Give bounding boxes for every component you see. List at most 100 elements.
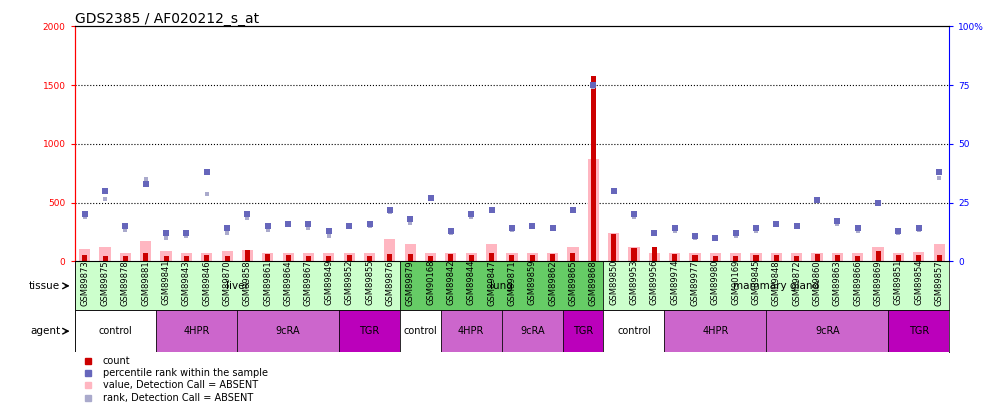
Bar: [916, 255, 921, 261]
Bar: [408, 254, 413, 261]
Bar: [896, 255, 901, 261]
Bar: [388, 254, 393, 261]
Bar: [527, 253, 538, 261]
Point: [300, 221, 316, 227]
Point: [463, 213, 479, 220]
Bar: [664, 310, 766, 352]
Bar: [364, 253, 375, 261]
Point: [341, 223, 357, 229]
Point: [565, 208, 580, 214]
Point: [321, 232, 337, 239]
Bar: [603, 261, 949, 310]
Bar: [502, 310, 563, 352]
Point: [748, 228, 764, 234]
Point: [219, 225, 235, 232]
Point: [911, 226, 926, 233]
Bar: [83, 255, 87, 261]
Text: GDS2385 / AF020212_s_at: GDS2385 / AF020212_s_at: [75, 12, 258, 26]
Text: count: count: [102, 356, 130, 366]
Point: [117, 226, 133, 233]
Bar: [571, 253, 576, 261]
Point: [850, 228, 866, 234]
Bar: [204, 255, 210, 261]
Bar: [448, 254, 453, 261]
Bar: [160, 252, 172, 261]
Point: [768, 222, 784, 228]
Text: control: control: [404, 326, 437, 336]
Point: [667, 228, 683, 234]
Bar: [773, 255, 779, 261]
Point: [199, 191, 215, 198]
Point: [362, 221, 378, 227]
Bar: [75, 261, 400, 310]
Point: [789, 223, 805, 229]
Point: [646, 231, 662, 238]
Text: lung: lung: [490, 281, 513, 291]
Text: 9cRA: 9cRA: [275, 326, 300, 336]
Point: [789, 223, 805, 229]
Point: [891, 228, 907, 234]
Point: [443, 230, 459, 237]
Point: [97, 196, 113, 202]
Text: agent: agent: [30, 326, 61, 336]
Bar: [713, 256, 718, 261]
Point: [870, 199, 886, 206]
Point: [199, 169, 215, 175]
Bar: [405, 244, 415, 261]
Text: control: control: [98, 326, 132, 336]
Bar: [876, 252, 881, 261]
Bar: [710, 253, 721, 261]
Point: [809, 197, 825, 203]
Point: [545, 225, 561, 232]
Bar: [75, 310, 156, 352]
Point: [646, 230, 662, 237]
Point: [321, 228, 337, 234]
Point: [138, 181, 154, 187]
Text: control: control: [617, 326, 651, 336]
Bar: [693, 255, 698, 261]
Bar: [893, 253, 904, 261]
Bar: [385, 239, 396, 261]
Point: [77, 211, 92, 217]
Bar: [547, 253, 559, 261]
Bar: [814, 254, 820, 261]
Bar: [608, 233, 619, 261]
Bar: [367, 256, 372, 261]
Point: [403, 220, 418, 226]
Bar: [323, 253, 334, 261]
Bar: [734, 256, 739, 261]
Bar: [140, 241, 151, 261]
Point: [870, 200, 886, 207]
Point: [626, 213, 642, 220]
Bar: [913, 252, 924, 261]
Point: [891, 230, 907, 237]
Bar: [855, 256, 860, 261]
Bar: [603, 310, 664, 352]
Bar: [445, 253, 456, 261]
Point: [362, 223, 378, 229]
Bar: [102, 256, 107, 261]
Bar: [791, 253, 802, 261]
Bar: [80, 249, 90, 261]
Bar: [750, 253, 761, 261]
Bar: [347, 255, 352, 261]
Text: 9cRA: 9cRA: [520, 326, 545, 336]
Bar: [530, 255, 535, 261]
Point: [565, 207, 580, 213]
Point: [179, 232, 195, 239]
Text: TGR: TGR: [909, 326, 928, 336]
Point: [931, 175, 947, 181]
Bar: [936, 255, 941, 261]
Bar: [811, 253, 823, 261]
Point: [605, 188, 621, 194]
Bar: [262, 253, 273, 261]
Point: [382, 207, 398, 213]
Bar: [832, 253, 843, 261]
Point: [97, 188, 113, 194]
Bar: [509, 255, 515, 261]
Bar: [587, 159, 598, 261]
Bar: [428, 256, 433, 261]
Point: [768, 221, 784, 227]
Text: tissue: tissue: [29, 281, 61, 291]
Bar: [245, 250, 250, 261]
